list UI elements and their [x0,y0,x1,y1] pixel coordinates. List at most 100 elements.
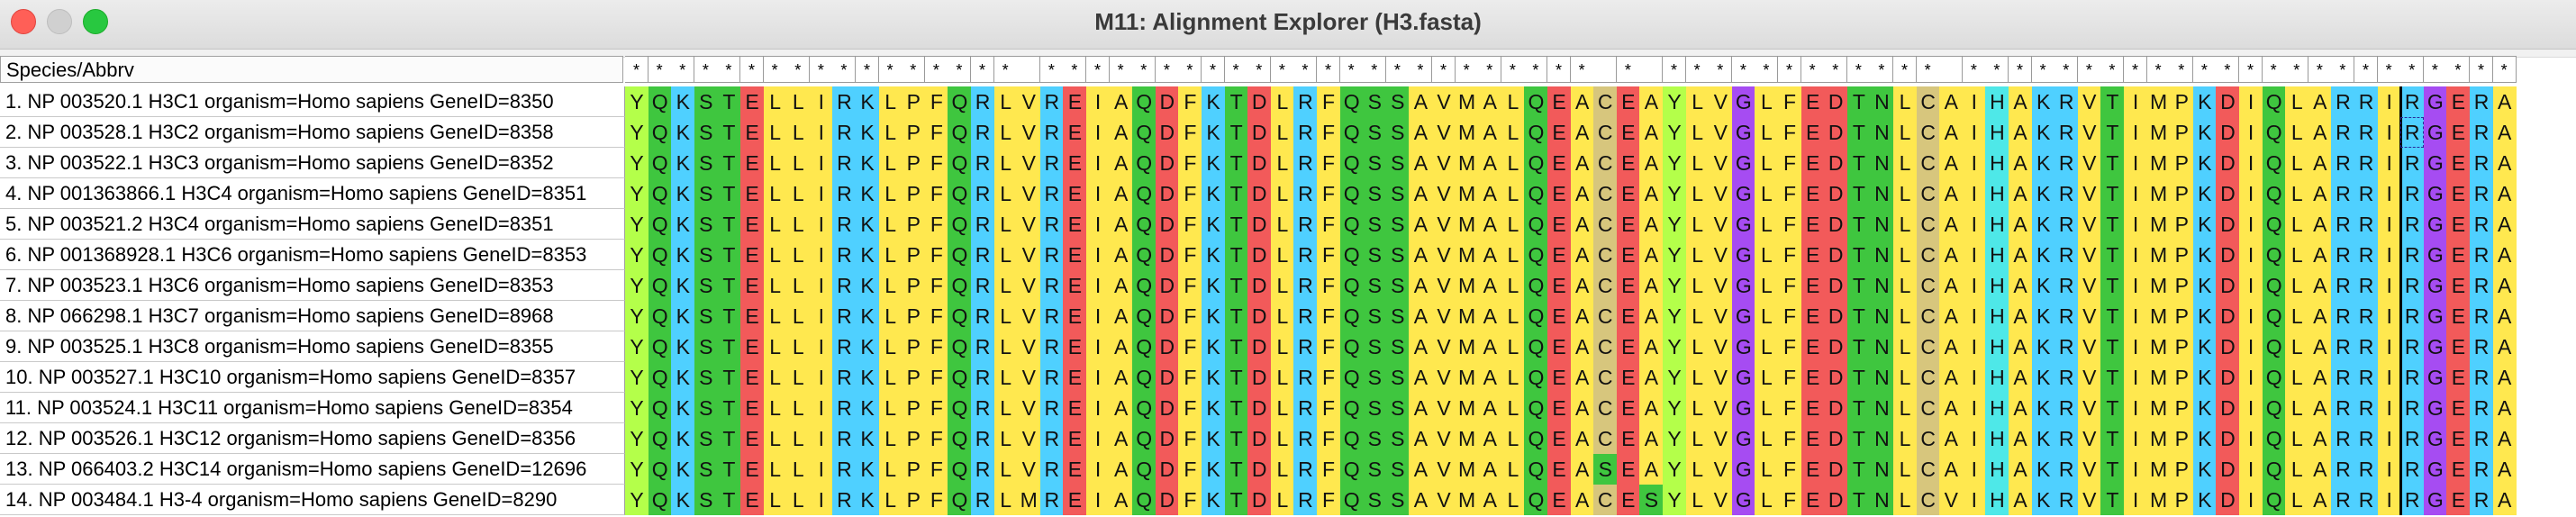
residue-cell[interactable]: K [671,86,695,117]
residue-cell[interactable]: L [1685,331,1710,362]
residue-cell[interactable]: S [694,331,718,362]
residue-cell[interactable]: T [2100,270,2125,301]
residue-cell[interactable]: L [993,178,1018,209]
residue-cell[interactable]: T [717,423,741,454]
residue-cell[interactable]: L [993,362,1018,393]
residue-cell[interactable]: R [1039,454,1064,485]
residue-cell[interactable]: A [2492,485,2517,515]
residue-cell[interactable]: I [809,331,833,362]
residue-cell[interactable]: Y [1663,86,1687,117]
residue-cell[interactable]: E [1063,240,1087,270]
residue-cell[interactable]: Q [948,423,972,454]
residue-cell[interactable]: T [717,270,741,301]
residue-cell[interactable]: S [1363,301,1387,331]
residue-cell[interactable]: M [2146,270,2171,301]
residue-cell[interactable]: F [924,148,948,178]
residue-cell[interactable]: E [740,148,765,178]
residue-cell[interactable]: E [1616,454,1640,485]
residue-cell[interactable]: Q [1339,86,1364,117]
residue-cell[interactable]: T [1224,209,1248,240]
residue-cell[interactable]: E [740,362,765,393]
residue-cell[interactable]: K [2192,393,2217,423]
residue-cell[interactable]: T [1846,209,1871,240]
residue-cell[interactable]: D [1155,393,1179,423]
residue-cell[interactable]: L [878,209,903,240]
residue-cell[interactable]: M [2146,393,2171,423]
residue-cell[interactable]: D [1155,362,1179,393]
residue-cell[interactable]: E [1800,454,1825,485]
residue-cell[interactable]: D [1824,331,1848,362]
residue-cell[interactable]: I [1086,148,1111,178]
residue-cell[interactable]: T [1846,270,1871,301]
residue-cell[interactable]: R [2054,393,2079,423]
residue-cell[interactable]: I [1962,331,1986,362]
residue-cell[interactable]: Q [948,454,972,485]
residue-cell[interactable]: L [786,209,811,240]
residue-cell[interactable]: T [717,331,741,362]
residue-cell[interactable]: R [2331,209,2355,240]
residue-cell[interactable]: F [1178,331,1202,362]
residue-cell[interactable]: E [1616,270,1640,301]
residue-cell[interactable]: Q [1339,148,1364,178]
residue-cell[interactable]: S [694,209,718,240]
residue-cell[interactable]: Q [1339,454,1364,485]
residue-cell[interactable]: A [1109,148,1133,178]
residue-cell[interactable]: L [1893,331,1918,362]
residue-cell[interactable]: Q [1132,117,1156,148]
residue-cell[interactable]: F [1778,362,1802,393]
residue-cell[interactable]: E [1063,117,1087,148]
residue-cell[interactable]: E [1800,240,1825,270]
residue-cell[interactable]: R [971,148,995,178]
residue-cell[interactable]: M [1455,240,1479,270]
residue-cell[interactable]: M [2146,301,2171,331]
residue-cell[interactable]: D [1824,240,1848,270]
residue-cell[interactable]: L [786,301,811,331]
residue-cell[interactable]: Q [2262,362,2286,393]
residue-cell[interactable]: F [1317,148,1341,178]
residue-cell[interactable]: C [1916,485,1940,515]
residue-cell[interactable]: L [878,393,903,423]
residue-cell[interactable]: R [832,240,857,270]
residue-cell[interactable]: I [2377,454,2401,485]
residue-cell[interactable]: C [1916,240,1940,270]
residue-cell[interactable]: A [1109,117,1133,148]
residue-cell[interactable]: C [1593,117,1618,148]
residue-cell[interactable]: V [1709,178,1733,209]
residue-cell[interactable]: K [856,270,880,301]
residue-cell[interactable]: V [1432,331,1456,362]
residue-cell[interactable]: E [1616,362,1640,393]
residue-cell[interactable]: E [1616,485,1640,515]
residue-cell[interactable]: S [1363,270,1387,301]
residue-cell[interactable]: E [740,331,765,362]
residue-cell[interactable]: N [1870,423,1894,454]
residue-cell[interactable]: I [2377,301,2401,331]
residue-cell[interactable]: D [1824,362,1848,393]
residue-cell[interactable]: V [1709,270,1733,301]
residue-cell[interactable]: T [2100,178,2125,209]
residue-cell[interactable]: T [2100,209,2125,240]
residue-cell[interactable]: N [1870,362,1894,393]
residue-cell[interactable]: R [971,362,995,393]
residue-cell[interactable]: L [1893,86,1918,117]
residue-cell[interactable]: L [1270,86,1294,117]
residue-cell[interactable]: Y [1663,270,1687,301]
residue-cell[interactable]: A [2492,301,2517,331]
residue-cell[interactable]: S [1363,331,1387,362]
residue-cell[interactable]: Q [648,270,672,301]
residue-cell[interactable]: R [2054,485,2079,515]
residue-cell[interactable]: H [1985,240,2009,270]
residue-cell[interactable]: L [993,117,1018,148]
residue-cell[interactable]: A [2308,270,2332,301]
residue-cell[interactable]: R [1293,148,1318,178]
residue-cell[interactable]: L [1755,485,1779,515]
residue-cell[interactable]: I [2124,86,2148,117]
residue-cell[interactable]: D [1824,117,1848,148]
residue-cell[interactable]: G [1731,423,1755,454]
residue-cell[interactable]: R [2354,393,2379,423]
residue-cell[interactable]: E [2446,270,2471,301]
sequence-name-row[interactable]: 4. NP 001363866.1 H3C4 organism=Homo sap… [0,178,625,209]
residue-cell[interactable]: L [878,148,903,178]
residue-cell[interactable]: Q [1132,301,1156,331]
residue-cell[interactable]: V [1017,209,1041,240]
residue-cell[interactable]: A [2492,148,2517,178]
